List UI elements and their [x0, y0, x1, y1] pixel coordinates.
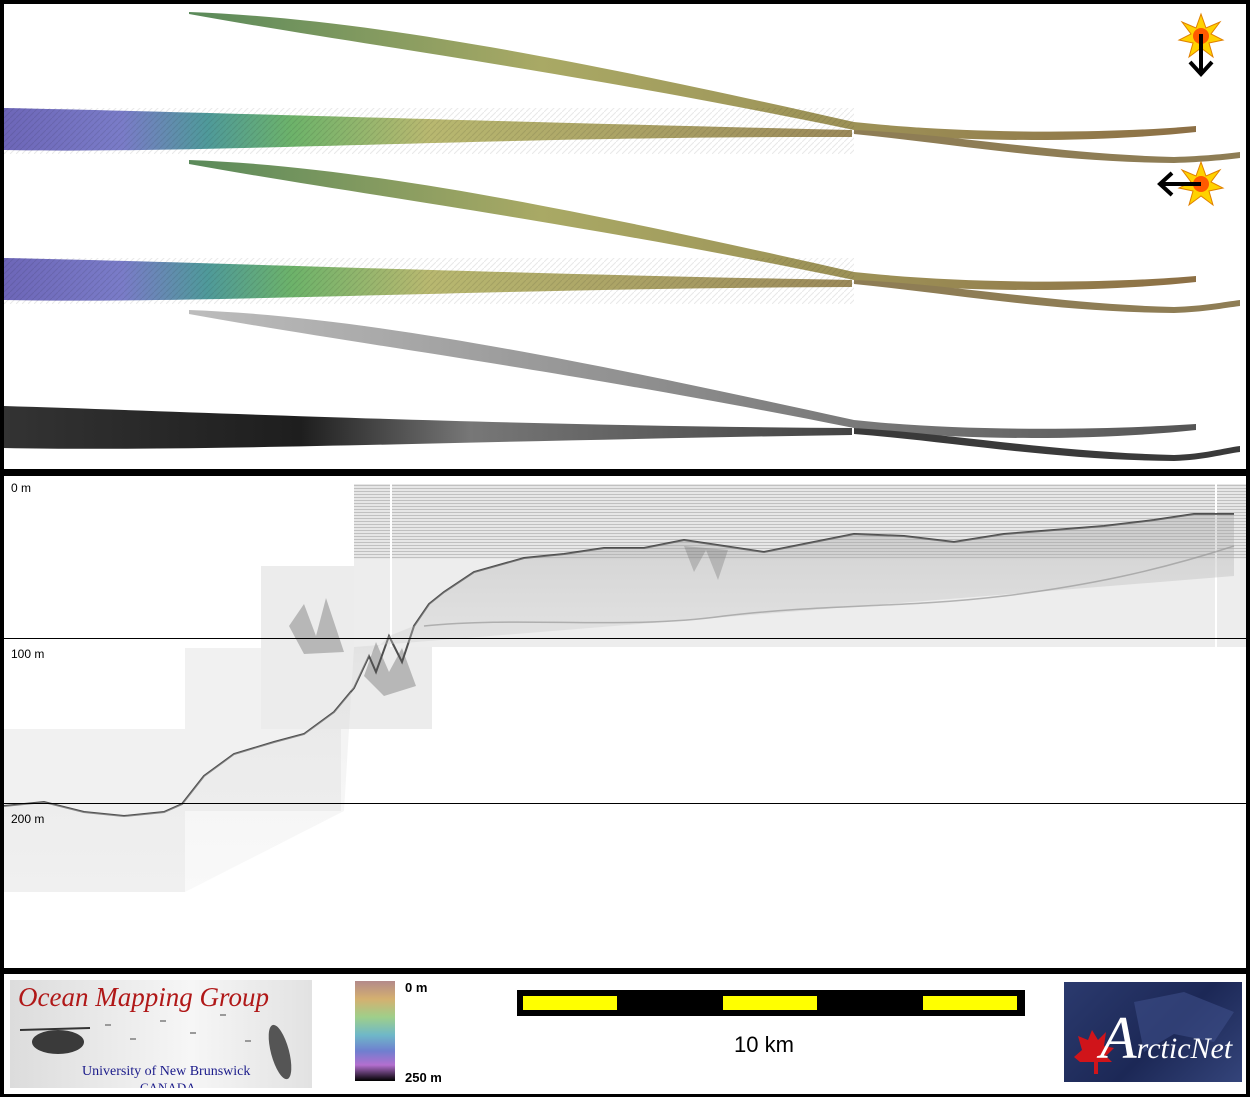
- scale-bar-label: 10 km: [734, 1032, 794, 1057]
- swath-line-1: [189, 12, 1196, 140]
- swath-group-shaded-north: [4, 12, 1240, 163]
- swath-group-backscatter: [4, 310, 1240, 461]
- maple-leaf-icon: [1074, 992, 1234, 1074]
- depth-gridline-200: [4, 803, 1246, 804]
- legend-panel: Ocean Mapping Group University of New Br…: [4, 974, 1246, 1094]
- omg-title: Ocean Mapping Group: [18, 982, 269, 1012]
- omg-university: University of New Brunswick: [82, 1064, 251, 1079]
- depth-gridline-100: [4, 638, 1246, 639]
- scale-bar: [517, 990, 1025, 1016]
- subbottom-profile: [4, 484, 1246, 892]
- arcticnet-wordmark: rcticNet: [1136, 1032, 1233, 1065]
- subbottom-profile-panel: 0 m 100 m 200 m: [4, 476, 1246, 968]
- swath-line-3: [854, 280, 1240, 313]
- omg-logo-artwork: [19, 1014, 292, 1080]
- swath-map: [4, 12, 1240, 461]
- depth-label-100: 100 m: [11, 647, 45, 661]
- swath-line-1: [189, 160, 1196, 290]
- swath-line-2: [4, 406, 852, 449]
- swath-line-3: [854, 428, 1240, 461]
- colorbar-top-label: 0 m: [405, 980, 428, 995]
- depth-colorbar: [355, 981, 395, 1081]
- swath-map-panel: [4, 4, 1246, 469]
- depth-label-200: 200 m: [11, 812, 45, 826]
- swath-line-3: [854, 130, 1240, 163]
- arcticnet-initial: A: [1100, 1005, 1137, 1071]
- swath-group-shaded-east: [4, 160, 1240, 313]
- ocean-mapping-group-logo: Ocean Mapping Group University of New Br…: [10, 980, 312, 1088]
- depth-label-0: 0 m: [11, 481, 32, 495]
- arrow-down-icon: [1188, 34, 1214, 77]
- colorbar-bottom-label: 250 m: [405, 1070, 442, 1085]
- omg-country: CANADA: [140, 1080, 196, 1088]
- arcticnet-logo: ArcticNet: [1064, 982, 1242, 1082]
- arrow-left-icon: [1157, 171, 1201, 197]
- swath-line-1: [189, 310, 1196, 438]
